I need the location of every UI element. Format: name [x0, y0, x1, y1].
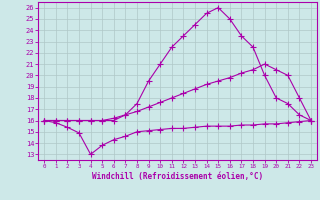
X-axis label: Windchill (Refroidissement éolien,°C): Windchill (Refroidissement éolien,°C) [92, 172, 263, 181]
